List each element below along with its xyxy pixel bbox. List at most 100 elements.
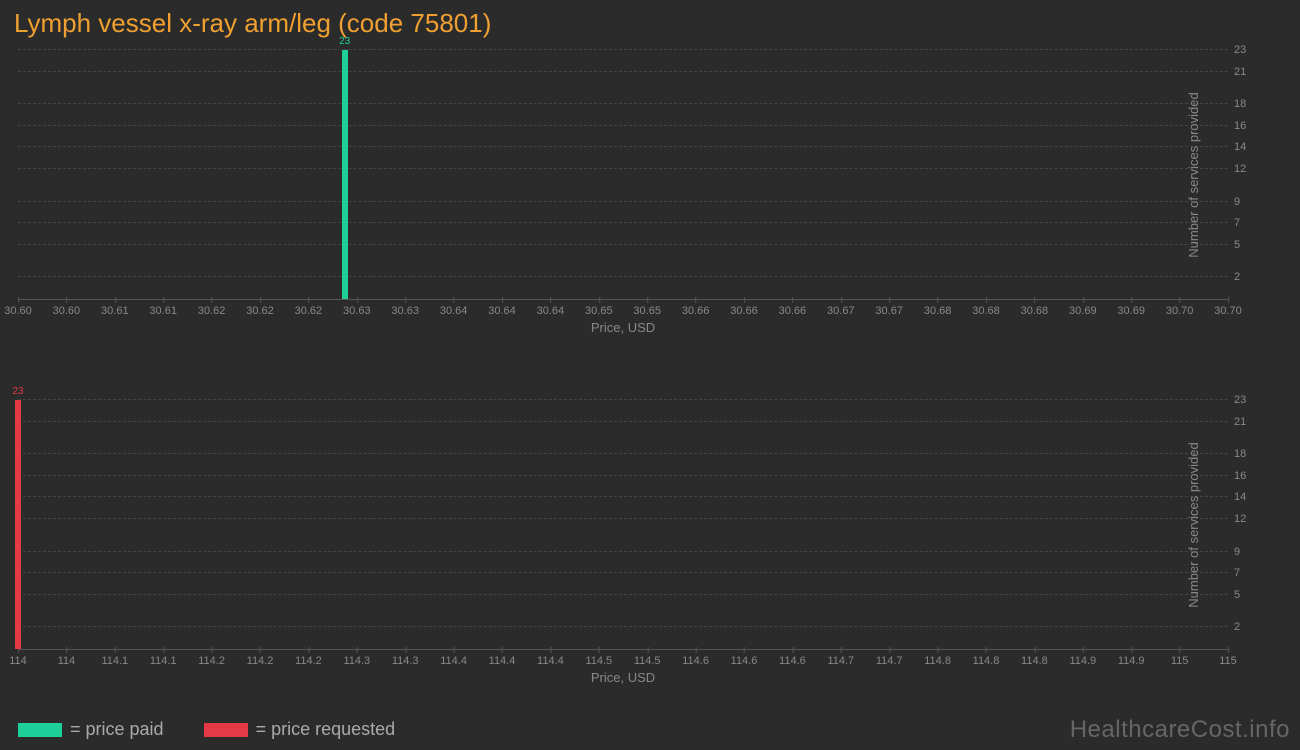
grid-line [18, 453, 1228, 454]
y-tick: 12 [1234, 163, 1256, 175]
x-tick: 30.63 [343, 305, 371, 317]
x-tick: 114.2 [295, 655, 322, 667]
grid-line [18, 244, 1228, 245]
y-tick: 23 [1234, 44, 1256, 56]
y-axis-label: Number of services provided [1186, 442, 1201, 607]
y-axis-label: Number of services provided [1186, 92, 1201, 257]
grid-line [18, 146, 1228, 147]
x-tick: 114.7 [876, 655, 903, 667]
x-tick: 114.9 [1069, 655, 1096, 667]
y-tick: 14 [1234, 491, 1256, 503]
x-tick: 114.9 [1118, 655, 1145, 667]
y-tick: 23 [1234, 394, 1256, 406]
x-tick: 114.2 [198, 655, 225, 667]
chart-price-paid: 2579121416182123Number of services provi… [18, 50, 1248, 350]
y-tick: 18 [1234, 448, 1256, 460]
x-tick: 30.61 [101, 305, 129, 317]
grid-line [18, 626, 1228, 627]
x-tick: 115 [1171, 655, 1189, 667]
grid-line [18, 103, 1228, 104]
x-tick: 114.6 [731, 655, 758, 667]
x-tick: 115 [1219, 655, 1237, 667]
x-tick: 114 [58, 655, 76, 667]
x-tick: 30.70 [1166, 305, 1194, 317]
legend-swatch-paid [18, 723, 62, 737]
y-tick: 2 [1234, 621, 1256, 633]
x-tick: 30.66 [730, 305, 758, 317]
x-tick: 30.68 [972, 305, 1000, 317]
y-tick: 5 [1234, 239, 1256, 251]
x-tick: 30.64 [537, 305, 565, 317]
x-tick: 30.61 [149, 305, 177, 317]
x-tick: 114.2 [247, 655, 274, 667]
x-tick: 114.7 [827, 655, 854, 667]
y-tick: 2 [1234, 271, 1256, 283]
grid-line [18, 125, 1228, 126]
x-tick: 30.62 [198, 305, 226, 317]
grid-line [18, 518, 1228, 519]
grid-line [18, 399, 1228, 400]
x-tick: 114.3 [343, 655, 370, 667]
grid-line [18, 276, 1228, 277]
legend-label-paid: = price paid [70, 719, 164, 740]
x-tick: 30.66 [682, 305, 710, 317]
grid-line [18, 594, 1228, 595]
x-tick: 30.64 [488, 305, 516, 317]
legend-item-requested: = price requested [204, 719, 396, 740]
bar: 23 [15, 400, 21, 649]
x-axis-label: Price, USD [591, 320, 655, 335]
x-tick: 114.6 [779, 655, 806, 667]
x-tick: 30.66 [779, 305, 807, 317]
x-tick: 114.4 [489, 655, 516, 667]
y-tick: 16 [1234, 120, 1256, 132]
page-title: Lymph vessel x-ray arm/leg (code 75801) [0, 0, 1300, 39]
x-tick: 30.62 [295, 305, 323, 317]
x-tick: 30.69 [1069, 305, 1097, 317]
y-tick: 16 [1234, 470, 1256, 482]
grid-line [18, 496, 1228, 497]
bar-label: 23 [339, 36, 350, 47]
bar-label: 23 [12, 386, 23, 397]
grid-line [18, 551, 1228, 552]
x-tick: 114.8 [924, 655, 951, 667]
x-tick: 30.65 [585, 305, 613, 317]
x-tick: 114.3 [392, 655, 419, 667]
y-tick: 12 [1234, 513, 1256, 525]
grid-line [18, 475, 1228, 476]
x-tick: 30.67 [875, 305, 903, 317]
x-tick: 30.70 [1214, 305, 1242, 317]
grid-line [18, 168, 1228, 169]
x-tick: 30.69 [1117, 305, 1145, 317]
bar: 23 [342, 50, 348, 299]
y-tick: 9 [1234, 196, 1256, 208]
x-tick: 30.67 [827, 305, 855, 317]
grid-line [18, 572, 1228, 573]
x-tick: 30.62 [246, 305, 274, 317]
grid-line [18, 201, 1228, 202]
legend-label-requested: = price requested [256, 719, 396, 740]
x-tick: 114.1 [150, 655, 177, 667]
grid-line [18, 421, 1228, 422]
x-tick: 30.68 [1021, 305, 1049, 317]
x-tick: 114.8 [973, 655, 1000, 667]
x-tick: 30.64 [440, 305, 468, 317]
plot-paid: 2579121416182123Number of services provi… [18, 50, 1228, 300]
x-tick: 114.1 [101, 655, 128, 667]
x-axis-label: Price, USD [591, 670, 655, 685]
y-tick: 14 [1234, 141, 1256, 153]
legend-item-paid: = price paid [18, 719, 164, 740]
x-tick: 114.5 [585, 655, 612, 667]
y-tick: 21 [1234, 66, 1256, 78]
grid-line [18, 222, 1228, 223]
x-tick: 30.60 [4, 305, 32, 317]
y-tick: 5 [1234, 589, 1256, 601]
chart-price-requested: 2579121416182123Number of services provi… [18, 400, 1248, 700]
x-tick: 114.8 [1021, 655, 1048, 667]
legend-swatch-requested [204, 723, 248, 737]
plot-requested: 2579121416182123Number of services provi… [18, 400, 1228, 650]
grid-line [18, 71, 1228, 72]
grid-line [18, 49, 1228, 50]
x-tick: 114.4 [537, 655, 564, 667]
x-tick: 114.4 [440, 655, 467, 667]
y-tick: 7 [1234, 217, 1256, 229]
